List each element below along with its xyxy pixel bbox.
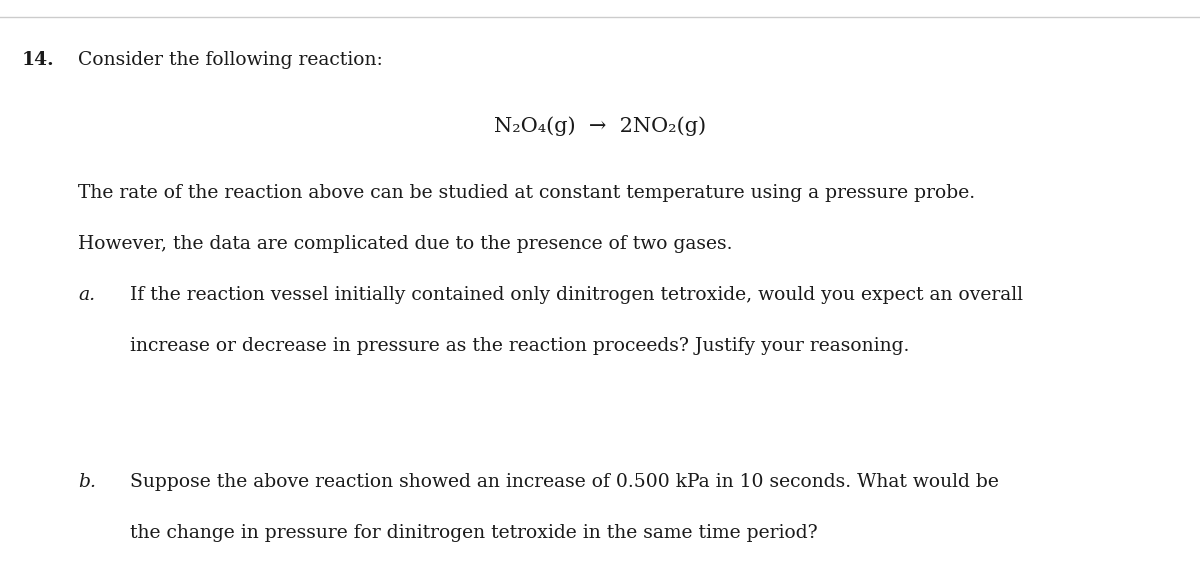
Text: If the reaction vessel initially contained only dinitrogen tetroxide, would you : If the reaction vessel initially contain… xyxy=(130,286,1022,304)
Text: Suppose the above reaction showed an increase of 0.500 kPa in 10 seconds. What w: Suppose the above reaction showed an inc… xyxy=(130,473,998,492)
Text: the change in pressure for dinitrogen tetroxide in the same time period?: the change in pressure for dinitrogen te… xyxy=(130,524,817,543)
Text: increase or decrease in pressure as the reaction proceeds? Justify your reasonin: increase or decrease in pressure as the … xyxy=(130,337,908,356)
Text: b.: b. xyxy=(78,473,96,492)
Text: The rate of the reaction above can be studied at constant temperature using a pr: The rate of the reaction above can be st… xyxy=(78,184,976,202)
Text: 14.: 14. xyxy=(22,51,54,69)
Text: a.: a. xyxy=(78,286,95,304)
Text: N₂O₄(g)  →  2NO₂(g): N₂O₄(g) → 2NO₂(g) xyxy=(494,116,706,136)
Text: However, the data are complicated due to the presence of two gases.: However, the data are complicated due to… xyxy=(78,235,732,253)
Text: Consider the following reaction:: Consider the following reaction: xyxy=(78,51,383,69)
